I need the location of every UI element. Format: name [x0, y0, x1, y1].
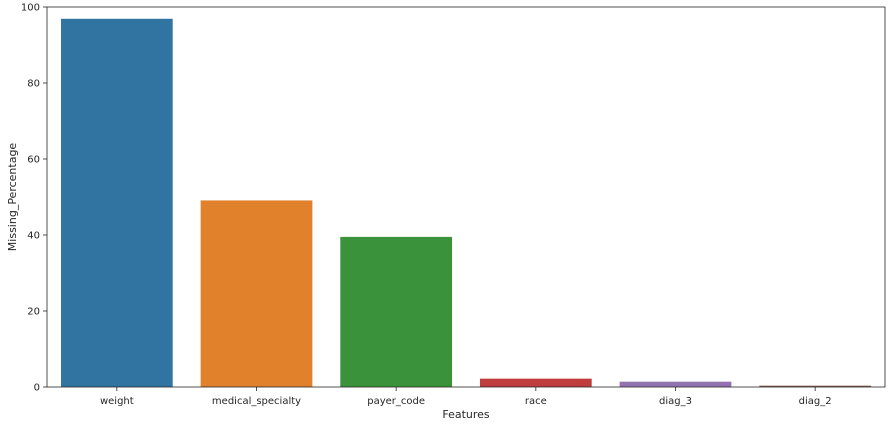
bar-diag-2 — [759, 385, 872, 387]
bar-payer-code — [340, 236, 453, 387]
y-tick-label: 80 — [27, 79, 40, 90]
x-tick-label: weight — [100, 396, 134, 407]
x-axis-label: Features — [442, 408, 490, 421]
plot-frame — [46, 6, 886, 388]
y-axis-ticks: 0 20 40 60 80 100 — [21, 3, 47, 394]
y-tick-label: 100 — [21, 3, 40, 14]
bar-race — [479, 378, 592, 387]
bars — [60, 18, 872, 388]
x-tick-label: payer_code — [367, 396, 425, 407]
y-tick-label: 20 — [27, 307, 40, 318]
x-axis-ticks: weight medical_specialty payer_code race dia… — [100, 387, 832, 407]
x-tick-label: race — [525, 396, 547, 407]
x-tick-label: medical_specialty — [212, 396, 301, 407]
bar-weight — [60, 18, 173, 388]
plot-area — [47, 7, 885, 387]
x-tick-label: diag_2 — [799, 396, 832, 407]
bar-medical-specialty — [200, 200, 313, 387]
y-tick-label: 40 — [27, 231, 40, 242]
bar-diag-3 — [619, 381, 732, 387]
y-axis-label: Missing_Percentage — [6, 143, 19, 252]
y-tick-label: 0 — [34, 383, 40, 394]
y-tick-label: 60 — [27, 155, 40, 166]
x-tick-label: diag_3 — [659, 396, 692, 407]
